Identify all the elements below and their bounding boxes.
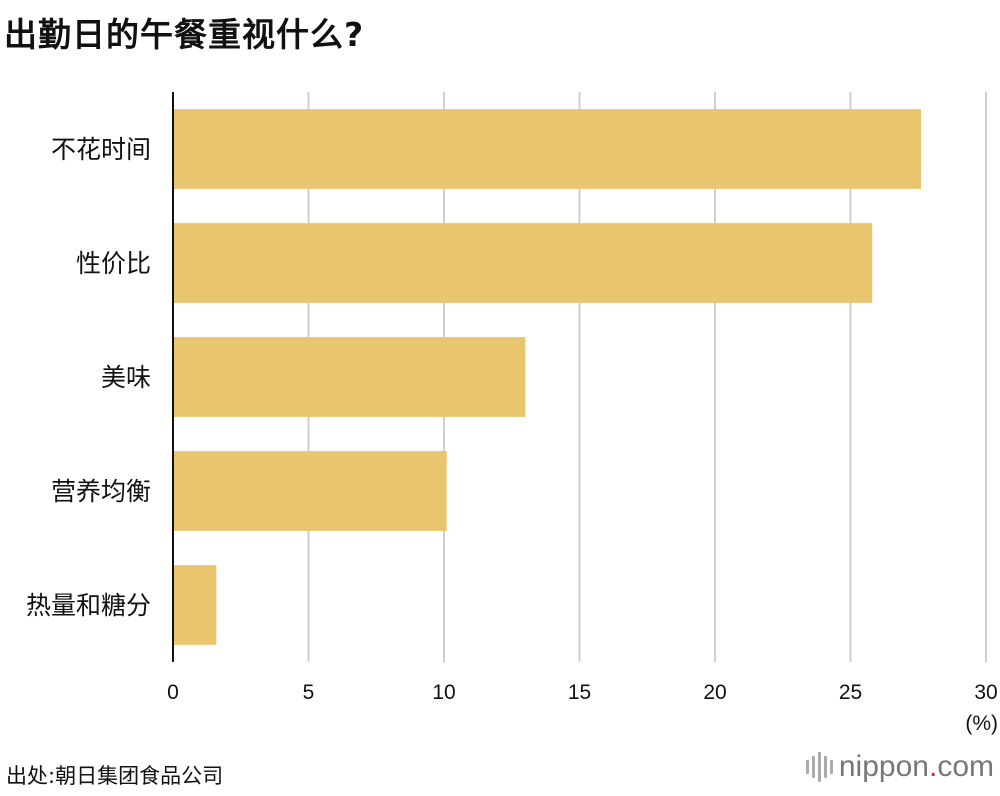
bar	[173, 337, 526, 417]
x-axis-unit: (%)	[965, 712, 998, 735]
category-label: 不花时间	[51, 135, 151, 164]
x-tick-label: 10	[432, 681, 455, 704]
source-note: 出处:朝日集团食品公司	[6, 764, 224, 788]
x-tick-label: 30	[974, 681, 997, 704]
category-label: 营养均衡	[51, 477, 151, 506]
bars	[173, 109, 921, 645]
x-tick-label: 0	[167, 681, 179, 704]
x-tick-label: 25	[839, 681, 862, 704]
bar	[173, 223, 873, 303]
bar	[173, 451, 447, 531]
bar	[173, 109, 921, 189]
chart-title: 出勤日的午餐重视什么?	[4, 15, 365, 54]
brand-text: nippon.com	[838, 750, 994, 783]
bar	[173, 565, 217, 645]
category-label: 热量和糖分	[26, 591, 151, 620]
x-tick-label: 5	[303, 681, 315, 704]
tick-labels: 0 5 10 15 20 25 30	[167, 681, 998, 704]
brand-logo: nippon.com	[805, 750, 994, 784]
nippon-sound-bars-icon	[805, 752, 833, 782]
category-label: 性价比	[76, 249, 151, 278]
x-tick-label: 20	[703, 681, 726, 704]
x-tick-label: 15	[568, 681, 591, 704]
category-label: 美味	[101, 363, 151, 392]
